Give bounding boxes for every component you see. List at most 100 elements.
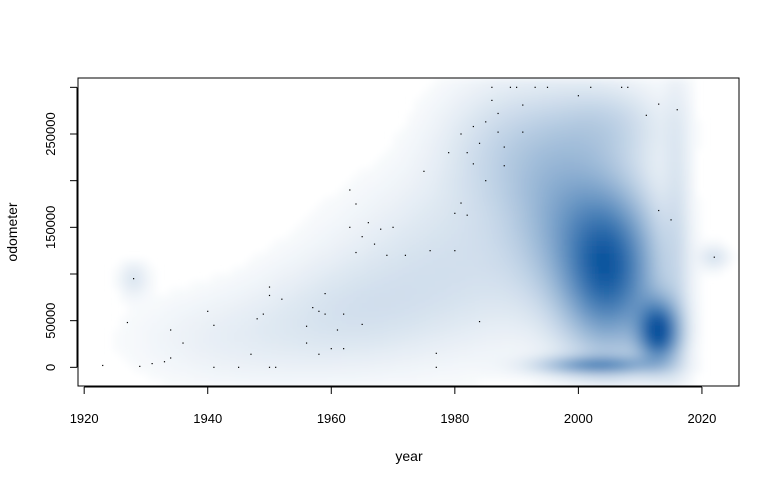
density-layer (113, 78, 737, 386)
density-cell (190, 379, 198, 386)
density-cell (211, 337, 219, 345)
density-cell (386, 239, 394, 247)
density-cell (575, 344, 583, 352)
density-cell (533, 141, 541, 149)
density-cell (449, 288, 457, 296)
density-cell (232, 323, 240, 331)
density-cell (540, 253, 548, 261)
density-cell (596, 162, 604, 170)
density-cell (183, 323, 191, 331)
density-cell (498, 246, 506, 254)
density-cell (309, 295, 317, 303)
density-cell (498, 253, 506, 261)
density-cell (162, 337, 170, 345)
density-cell (645, 155, 653, 163)
density-cell (519, 246, 527, 254)
density-cell (442, 232, 450, 240)
density-cell (547, 113, 555, 121)
x-tick-label: 1980 (440, 411, 469, 426)
density-cell (610, 85, 618, 93)
density-cell (323, 211, 331, 219)
density-cell (526, 267, 534, 275)
outlier-point (250, 353, 252, 355)
density-cell (547, 288, 555, 296)
density-cell (589, 246, 597, 254)
density-cell (232, 372, 240, 380)
density-cell (414, 295, 422, 303)
density-cell (680, 176, 688, 184)
density-cell (309, 274, 317, 282)
density-cell (288, 288, 296, 296)
density-cell (183, 288, 191, 296)
density-cell (680, 274, 688, 282)
density-cell (148, 302, 156, 310)
density-cell (302, 246, 310, 254)
density-cell (603, 330, 611, 338)
density-cell (302, 323, 310, 331)
density-cell (694, 302, 702, 310)
density-cell (694, 225, 702, 233)
outlier-point (404, 254, 407, 256)
density-cell (687, 92, 695, 100)
density-cell (694, 337, 702, 345)
density-cell (141, 351, 149, 359)
density-cell (379, 190, 387, 198)
density-cell (253, 253, 261, 261)
density-cell (533, 274, 541, 282)
density-cell (582, 106, 590, 114)
density-cell (603, 288, 611, 296)
density-cell (484, 204, 492, 212)
density-cell (141, 337, 149, 345)
density-cell (603, 232, 611, 240)
density-cell (582, 162, 590, 170)
density-cell (484, 169, 492, 177)
density-cell (400, 155, 408, 163)
density-cell (484, 323, 492, 331)
outlier-point (349, 189, 351, 191)
density-cell (568, 120, 576, 128)
density-cell (680, 309, 688, 317)
density-cell (477, 358, 485, 366)
density-cell (512, 211, 520, 219)
density-cell (470, 85, 478, 93)
density-cell (610, 148, 618, 156)
density-cell (589, 113, 597, 121)
density-cell (456, 197, 464, 205)
density-cell (491, 85, 499, 93)
density-cell (673, 309, 681, 317)
density-cell (512, 78, 520, 86)
density-cell (659, 162, 667, 170)
density-cell (505, 183, 513, 191)
density-cell (617, 218, 625, 226)
outlier-point (522, 131, 524, 133)
density-cell (267, 288, 275, 296)
density-cell (463, 281, 471, 289)
density-cell (610, 141, 618, 149)
density-cell (596, 281, 604, 289)
density-cell (659, 246, 667, 254)
density-cell (211, 302, 219, 310)
density-cell (526, 225, 534, 233)
density-cell (540, 288, 548, 296)
density-cell (113, 274, 121, 282)
density-cell (414, 155, 422, 163)
density-cell (498, 155, 506, 163)
density-cell (365, 169, 373, 177)
density-cell (694, 365, 702, 373)
density-cell (617, 141, 625, 149)
density-cell (519, 239, 527, 247)
density-cell (484, 99, 492, 107)
density-cell (400, 162, 408, 170)
density-cell (400, 211, 408, 219)
density-cell (687, 204, 695, 212)
density-cell (603, 379, 611, 386)
density-cell (512, 239, 520, 247)
density-cell (631, 365, 639, 373)
density-cell (526, 113, 534, 121)
density-cell (211, 351, 219, 359)
density-cell (267, 309, 275, 317)
outlier-point (324, 293, 326, 295)
density-cell (449, 78, 457, 86)
density-cell (512, 267, 520, 275)
density-cell (645, 316, 653, 324)
